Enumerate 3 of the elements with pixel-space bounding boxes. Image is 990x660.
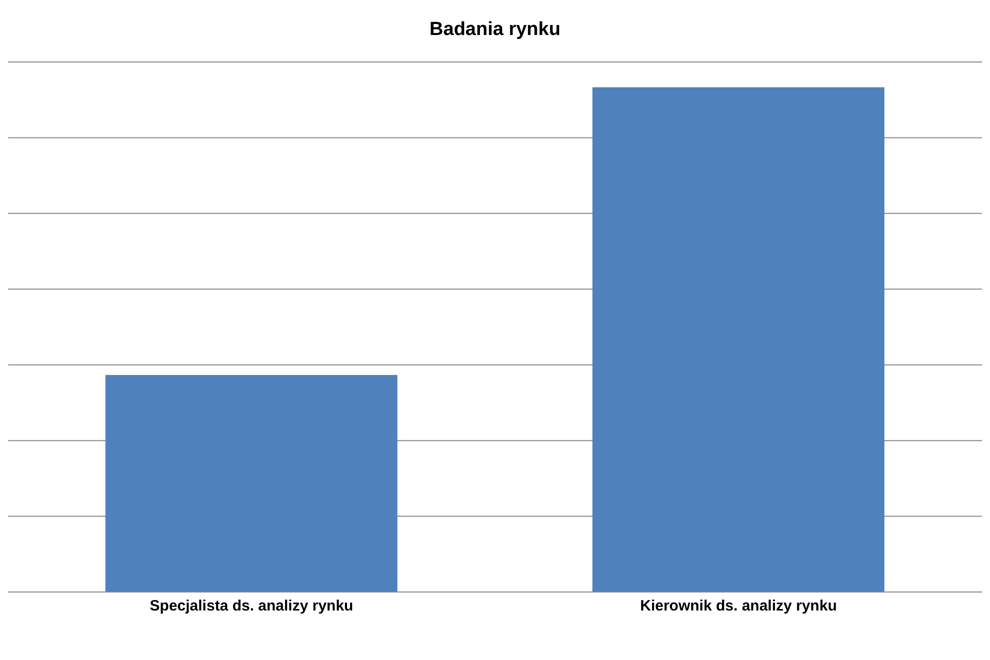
x-tick-label: Specjalista ds. analizy rynku xyxy=(150,598,354,615)
chart-title: Badania rynku xyxy=(428,18,562,42)
x-tick-label: Kierownik ds. analizy rynku xyxy=(640,598,837,615)
